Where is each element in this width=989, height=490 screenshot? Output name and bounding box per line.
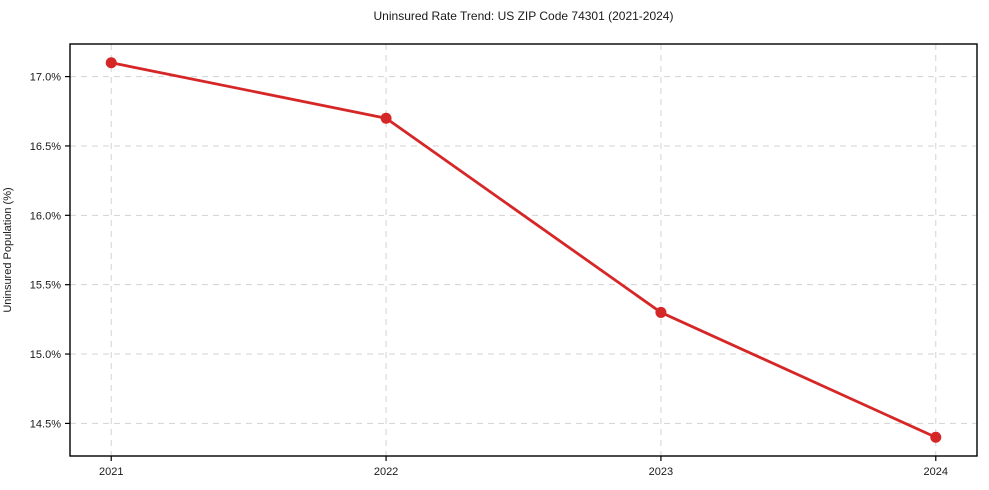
x-tick-label: 2022 xyxy=(374,466,398,478)
data-point-marker xyxy=(380,112,392,124)
data-point-marker xyxy=(655,306,667,318)
y-tick-label: 15.0% xyxy=(30,349,61,361)
x-tick-label: 2021 xyxy=(99,466,123,478)
x-tick-label: 2023 xyxy=(649,466,673,478)
trend-line xyxy=(109,61,938,439)
y-tick-label: 14.5% xyxy=(30,418,61,430)
y-tick-label: 16.0% xyxy=(30,210,61,222)
y-tick-label: 17.0% xyxy=(30,72,61,84)
chart-title: Uninsured Rate Trend: US ZIP Code 74301 … xyxy=(373,9,674,23)
axes-border xyxy=(69,43,978,457)
data-point-marker xyxy=(105,57,117,69)
y-tick-label: 16.5% xyxy=(30,141,61,153)
y-tick-label: 15.5% xyxy=(30,280,61,292)
x-tick-label: 2024 xyxy=(924,466,948,478)
data-point-marker xyxy=(930,431,942,443)
